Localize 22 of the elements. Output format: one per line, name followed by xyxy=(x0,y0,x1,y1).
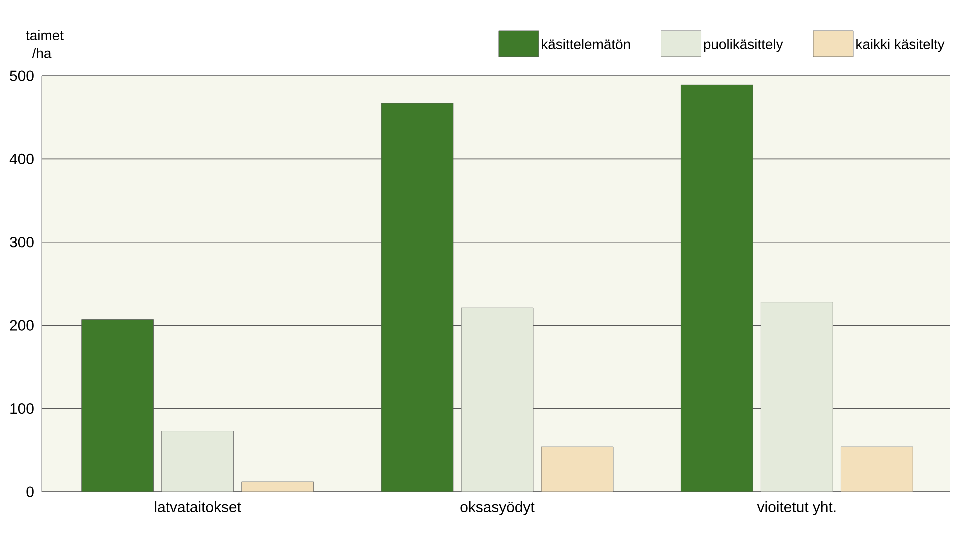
y-axis-title: taimet /ha xyxy=(26,30,64,58)
y-tick-label: 300 xyxy=(10,237,34,248)
bar xyxy=(761,302,834,492)
bar xyxy=(681,84,754,492)
legend-label: kaikki käsitelty xyxy=(856,39,945,52)
bar xyxy=(462,308,534,492)
y-tick-label: 0 xyxy=(26,486,34,498)
y-tick-label: 500 xyxy=(10,70,34,82)
bar xyxy=(841,446,914,492)
bar xyxy=(162,431,234,492)
x-tick-label: vioitetut yht. xyxy=(757,502,836,516)
y-tick-label: 100 xyxy=(10,404,34,414)
bar xyxy=(382,103,454,492)
y-tick-label: 400 xyxy=(10,154,34,164)
legend-label: käsittelemätön xyxy=(542,39,630,50)
bar xyxy=(82,320,154,492)
y-tick-label: 200 xyxy=(10,320,34,331)
legend-label: puolikäsittely xyxy=(704,39,784,52)
bar xyxy=(242,482,314,492)
x-tick-label: latvataitokset xyxy=(155,502,242,512)
x-tick-label: oksasyödyt xyxy=(460,502,535,516)
bar xyxy=(542,447,614,492)
